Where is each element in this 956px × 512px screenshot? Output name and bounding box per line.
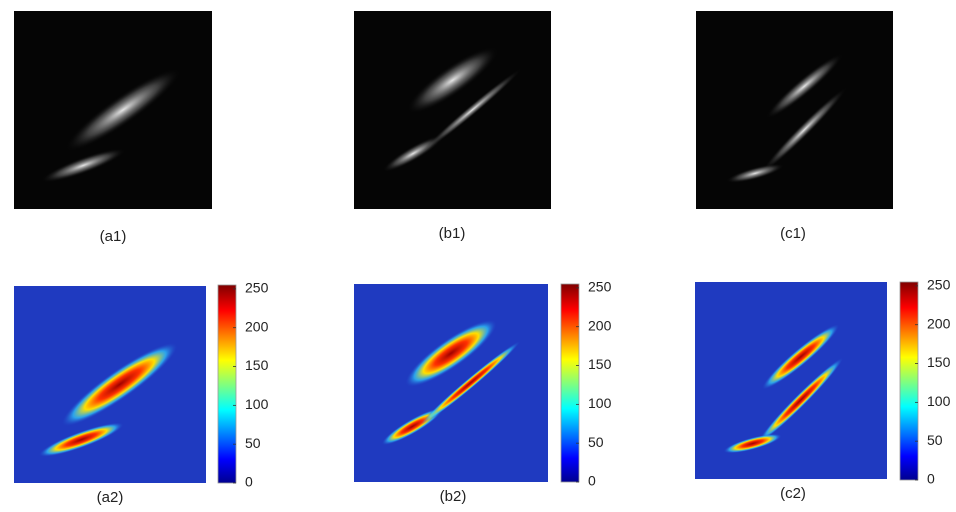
colorbar-tick-label: 150 bbox=[927, 354, 951, 370]
colorbar-tick-label: 50 bbox=[927, 432, 943, 448]
panel: (c1) bbox=[696, 11, 893, 242]
grayscale-image bbox=[696, 11, 893, 209]
panel: (a2) 0 50 100 150 200 250 bbox=[14, 280, 269, 506]
colorbar bbox=[218, 285, 236, 483]
panel-label: (b2) bbox=[440, 488, 467, 505]
colorbar-tick-label: 0 bbox=[245, 474, 253, 490]
panel-label: (b1) bbox=[439, 225, 466, 242]
panel: (b1) bbox=[354, 11, 551, 242]
colorbar-tick-label: 250 bbox=[927, 277, 951, 293]
colorbar-tick-label: 100 bbox=[927, 393, 951, 409]
colorbar bbox=[561, 284, 579, 482]
panel-label: (c1) bbox=[780, 225, 806, 242]
colorbar-tick-label: 200 bbox=[245, 318, 269, 334]
panel: (a1) bbox=[14, 11, 212, 245]
colorbar-tick-label: 50 bbox=[245, 435, 261, 451]
colorbar-tick-label: 100 bbox=[588, 395, 612, 411]
panel-label: (a2) bbox=[97, 489, 124, 506]
panel-label: (a1) bbox=[100, 228, 127, 245]
grayscale-image bbox=[354, 11, 551, 209]
panel: (c2) 0 50 100 150 200 250 bbox=[695, 277, 951, 502]
colorbar-tick-label: 200 bbox=[927, 315, 951, 331]
colorbar-tick-label: 150 bbox=[245, 357, 269, 373]
colorbar-tick-label: 0 bbox=[588, 473, 596, 489]
colorbar-tick-label: 100 bbox=[245, 396, 269, 412]
colorbar-tick-label: 200 bbox=[588, 317, 612, 333]
heatmap-image bbox=[354, 284, 548, 482]
colorbar-tick-label: 250 bbox=[245, 280, 269, 296]
colorbar bbox=[900, 282, 918, 480]
figure: (a1) (b1) (c1) (a2) 0 50 100 150 200 250 (b2) 0 50 10… bbox=[0, 0, 956, 512]
colorbar-tick-label: 250 bbox=[588, 279, 612, 295]
colorbar-tick-label: 150 bbox=[588, 356, 612, 372]
colorbar-tick-label: 50 bbox=[588, 434, 604, 450]
panel: (b2) 0 50 100 150 200 250 bbox=[354, 279, 612, 505]
colorbar-tick-label: 0 bbox=[927, 471, 935, 487]
heatmap-image bbox=[695, 282, 887, 479]
panel-label: (c2) bbox=[780, 485, 806, 502]
